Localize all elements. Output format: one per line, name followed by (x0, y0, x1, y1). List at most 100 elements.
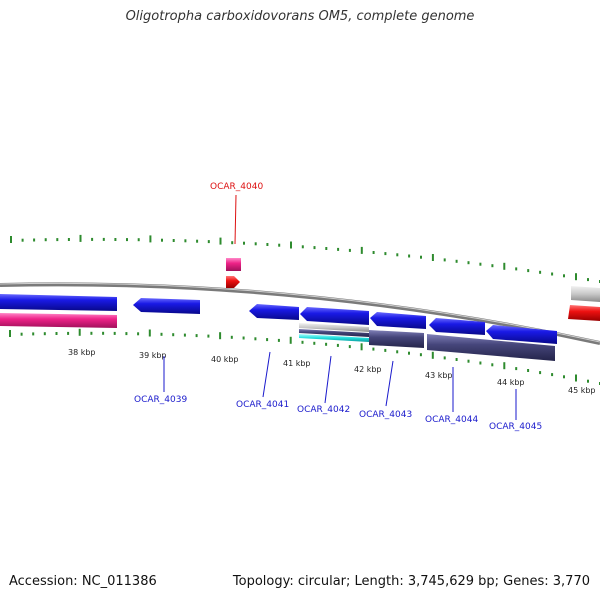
inner-minor-tick (443, 356, 446, 360)
outer-minor-tick (172, 239, 175, 242)
inner-minor-tick (419, 353, 422, 357)
gene-ocar-4042-cyan-bar[interactable] (299, 334, 369, 342)
outer-minor-tick (313, 246, 316, 250)
outer-minor-tick (243, 241, 245, 245)
outer-major-tick (290, 241, 292, 249)
gene-label-ocar-4044[interactable]: OCAR_4044 (425, 415, 478, 425)
inner-major-tick (219, 332, 222, 340)
inner-minor-tick (515, 367, 518, 371)
inner-minor-tick (527, 369, 530, 372)
inner-minor-tick (587, 379, 589, 383)
gene-ocar-4040-red-arrow[interactable] (226, 276, 240, 288)
gene-ocar-4044[interactable] (429, 318, 485, 335)
gene-ocar-4039[interactable] (133, 298, 200, 314)
outer-minor-tick (254, 242, 257, 246)
reverse-genes (0, 294, 557, 361)
outer-minor-tick (231, 241, 234, 245)
gene-left-edge-pink[interactable] (0, 313, 117, 328)
inner-minor-tick (325, 342, 328, 346)
inner-minor-tick (125, 332, 128, 336)
gene-ocar-4041[interactable] (249, 304, 299, 320)
scale-label-41kbp: 41 kbp (283, 359, 311, 368)
outer-minor-tick (372, 251, 375, 254)
inner-minor-tick (102, 331, 105, 335)
outer-minor-tick (44, 238, 47, 242)
inner-major-tick (431, 351, 434, 359)
inner-major-tick (78, 328, 81, 336)
outer-major-tick (431, 254, 434, 261)
scale-label-39kbp: 39 kbp (139, 351, 167, 360)
outer-minor-tick (91, 237, 94, 241)
scale-labels: 38 kbp 39 kbp 40 kbp 41 kbp 42 kbp 43 kb… (68, 348, 596, 395)
inner-minor-tick (539, 371, 542, 375)
leader-ocar-4042 (324, 355, 332, 404)
outer-tick-row (10, 234, 600, 283)
forward-genes (226, 258, 600, 321)
outer-major-tick (219, 237, 222, 245)
gene-ocar-4045[interactable] (486, 325, 557, 344)
scale-label-43kbp: 43 kbp (425, 371, 453, 380)
gene-ocar-4043-slate-bar[interactable] (369, 330, 424, 348)
outer-minor-tick (479, 262, 482, 266)
gene-label-ocar-4045[interactable]: OCAR_4045 (489, 422, 542, 432)
scale-label-40kbp: 40 kbp (211, 355, 239, 364)
leader-ocar-4040 (234, 194, 237, 245)
outer-minor-tick (337, 247, 340, 251)
outer-major-tick (10, 236, 12, 243)
outer-major-tick (149, 235, 152, 243)
gene-ocar-4044-4045-slate-bar[interactable] (427, 334, 555, 361)
inner-minor-tick (551, 373, 554, 377)
outer-minor-tick (184, 239, 187, 243)
inner-major-tick (289, 336, 292, 344)
outer-minor-tick (587, 278, 589, 282)
outer-minor-tick (301, 245, 304, 249)
accession-text: Accession: NC_011386 (9, 574, 157, 589)
outer-minor-tick (161, 238, 163, 242)
scale-label-38kbp: 38 kbp (68, 348, 96, 357)
outer-minor-tick (266, 243, 269, 246)
gene-left-edge-blue[interactable] (0, 294, 117, 311)
inner-major-tick (148, 329, 151, 337)
gene-label-ocar-4039[interactable]: OCAR_4039 (134, 395, 187, 405)
gene-labels: OCAR_4040 OCAR_4039 OCAR_4041 OCAR_4042 … (134, 182, 542, 432)
outer-minor-tick (196, 239, 199, 243)
gene-right-edge-red[interactable] (568, 305, 600, 321)
scale-label-44kbp: 44 kbp (497, 378, 525, 387)
gene-ocar-4042-slate-bar[interactable] (299, 329, 369, 337)
outer-minor-tick (515, 267, 518, 271)
inner-minor-tick (336, 343, 339, 347)
inner-tick-row (9, 328, 600, 385)
gene-ocar-4040-pink[interactable] (226, 258, 241, 271)
gene-label-ocar-4041[interactable]: OCAR_4041 (236, 400, 289, 410)
inner-major-tick (575, 374, 577, 382)
outer-minor-tick (126, 238, 128, 242)
inner-minor-tick (32, 332, 35, 336)
gene-label-ocar-4040[interactable]: OCAR_4040 (210, 182, 263, 192)
label-leader-lines (163, 194, 517, 420)
inner-minor-tick (183, 333, 186, 337)
gene-ocar-4042-gray-bar[interactable] (299, 323, 369, 332)
gene-label-ocar-4042[interactable]: OCAR_4042 (297, 405, 350, 415)
inner-minor-tick (467, 359, 470, 363)
gene-right-edge-gray[interactable] (571, 286, 600, 302)
genome-backbone-highlight (0, 282, 600, 343)
gene-ocar-4042[interactable] (300, 307, 369, 325)
inner-minor-tick (230, 335, 233, 339)
outer-minor-tick (563, 274, 565, 278)
inner-major-tick (9, 330, 11, 337)
inner-minor-tick (207, 334, 210, 338)
outer-minor-tick (551, 272, 554, 276)
genome-backbone (0, 282, 600, 345)
outer-minor-tick (348, 248, 351, 252)
gene-label-ocar-4043[interactable]: OCAR_4043 (359, 410, 412, 420)
outer-minor-tick (67, 238, 70, 241)
outer-minor-tick (207, 240, 210, 244)
inner-major-tick (360, 343, 363, 351)
leader-ocar-4041 (262, 351, 271, 398)
outer-minor-tick (278, 243, 281, 247)
gene-ocar-4043[interactable] (370, 312, 426, 329)
inner-minor-tick (172, 333, 175, 337)
inner-minor-tick (20, 332, 23, 336)
inner-major-tick (503, 362, 506, 370)
